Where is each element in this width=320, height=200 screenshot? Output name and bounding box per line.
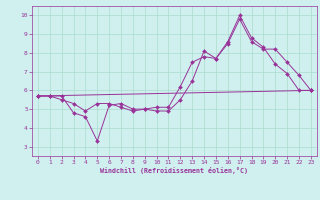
X-axis label: Windchill (Refroidissement éolien,°C): Windchill (Refroidissement éolien,°C) [100, 167, 248, 174]
